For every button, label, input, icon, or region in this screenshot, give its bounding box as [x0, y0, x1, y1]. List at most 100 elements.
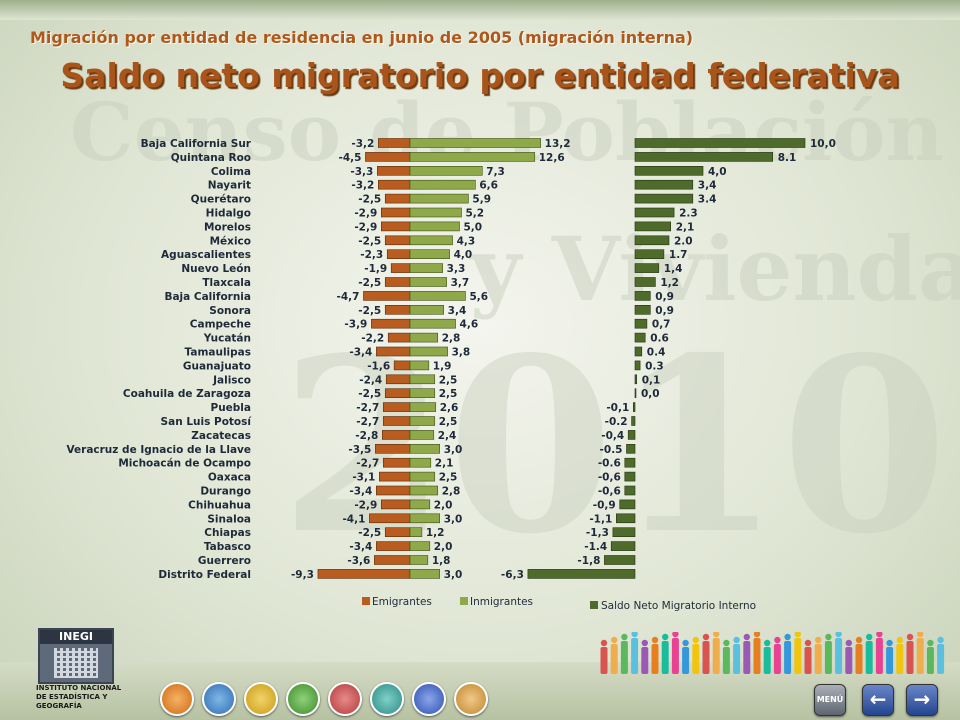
inmigrantes-value-label: 7,3 — [486, 166, 505, 178]
institution-line1: INSTITUTO NACIONAL — [36, 684, 122, 692]
category-label: Sinaloa — [207, 513, 251, 525]
person-figure-head — [631, 632, 638, 638]
saldo-bar — [615, 513, 636, 524]
emigrantes-bar — [390, 263, 411, 273]
saldo-value-label: -0.6 — [598, 458, 621, 470]
saldo-value-label: 2.0 — [674, 235, 693, 247]
inmigrantes-bar — [409, 569, 441, 579]
person-figure-head — [927, 639, 934, 647]
category-label: Nayarit — [208, 180, 251, 192]
person-figure-body — [855, 644, 863, 674]
emigrantes-value-label: -4,7 — [337, 291, 360, 303]
person-figure-head — [743, 633, 750, 641]
person-figure-head — [794, 632, 801, 638]
menu-button[interactable]: MENÚ — [814, 684, 846, 716]
emigrantes-value-label: -2,9 — [354, 208, 377, 220]
person-figure-head — [692, 636, 699, 644]
saldo-value-label: 4,0 — [708, 166, 727, 178]
emigrantes-value-label: -2,5 — [358, 235, 381, 247]
category-label: Sonora — [209, 305, 251, 317]
person-figure-head — [835, 632, 842, 638]
inmigrantes-value-label: 1,2 — [426, 527, 445, 539]
person-figure-body — [610, 644, 618, 674]
inmigrantes-bar — [409, 304, 444, 315]
saldo-bar — [627, 430, 636, 440]
saldo-value-label: 0,7 — [652, 319, 671, 331]
inmigrantes-value-label: 13,2 — [545, 138, 571, 150]
saldo-bar — [604, 555, 636, 565]
saldo-value-label: 0,0 — [641, 388, 660, 400]
category-label: Chiapas — [204, 527, 251, 539]
person-figure-body — [773, 644, 781, 674]
inmigrantes-value-label: 3,0 — [444, 569, 463, 581]
emigrantes-bar — [387, 332, 411, 343]
inmigrantes-value-label: 2,8 — [442, 333, 461, 345]
person-info-icon[interactable] — [202, 682, 236, 716]
inmigrantes-value-label: 3,0 — [444, 444, 463, 456]
emigrantes-bar — [376, 485, 411, 496]
category-label: Nuevo León — [181, 263, 251, 275]
emigrantes-bar — [369, 513, 411, 524]
emigrantes-bar — [384, 235, 411, 246]
saldo-bar — [632, 402, 636, 412]
inmigrantes-bar — [409, 541, 431, 551]
saldo-bar — [527, 569, 636, 579]
person-figure-head — [764, 639, 771, 647]
inmigrantes-bar — [409, 138, 541, 148]
inmigrantes-bar — [409, 166, 483, 176]
person-figure-head — [855, 636, 863, 644]
category-label: Durango — [200, 486, 251, 498]
saldo-bar — [634, 263, 660, 273]
emigrantes-value-label: -2,3 — [360, 249, 383, 261]
category-label: Puebla — [211, 402, 252, 414]
migration-icon[interactable] — [412, 682, 446, 716]
inmigrantes-bar — [409, 416, 436, 426]
inmigrantes-value-label: 3,8 — [452, 347, 471, 359]
group-icon[interactable] — [286, 682, 320, 716]
house-icon[interactable] — [328, 682, 362, 716]
inmigrantes-bar — [409, 430, 435, 440]
legend-inmigrantes-label: Inmigrantes — [470, 596, 533, 608]
person-figure-head — [845, 639, 852, 647]
person-figure-head — [866, 633, 873, 641]
arrow-left-icon[interactable]: ← — [862, 684, 894, 716]
emigrantes-bar — [371, 318, 411, 329]
person-figure-head — [723, 639, 730, 647]
person-figure-body — [824, 641, 832, 674]
category-label: Yucatán — [203, 333, 251, 345]
emigrantes-bar — [386, 249, 411, 259]
arrow-right-icon[interactable]: → — [906, 684, 938, 716]
saldo-bar — [634, 193, 694, 204]
person-figure-body — [804, 647, 812, 674]
category-label: Tamaulipas — [185, 347, 251, 359]
saldo-value-label: -0,6 — [598, 486, 621, 498]
saldo-value-label: -6,3 — [501, 569, 524, 581]
family-icon[interactable] — [160, 682, 194, 716]
dwelling-icon[interactable] — [370, 682, 404, 716]
inmigrantes-bar — [409, 193, 469, 204]
person-figure-head — [672, 632, 679, 638]
emigrantes-bar — [380, 207, 411, 218]
saldo-value-label: 1,4 — [664, 263, 683, 275]
emigrantes-bar — [378, 179, 411, 190]
emigrantes-bar — [376, 346, 411, 357]
saldo-value-label: 0,9 — [655, 291, 674, 303]
saldo-bar — [634, 277, 656, 287]
inmigrantes-bar — [409, 471, 436, 482]
inmigrantes-value-label: 4,0 — [454, 249, 473, 261]
inmigrantes-bar — [409, 443, 441, 454]
saldo-bar — [634, 388, 637, 399]
category-label: México — [210, 235, 251, 247]
inmigrantes-bar — [409, 249, 450, 259]
inegi-logo[interactable]: INEGI — [38, 628, 114, 684]
map-icon[interactable] — [454, 682, 488, 716]
category-label: Baja California Sur — [141, 138, 252, 150]
emigrantes-bar — [384, 388, 411, 399]
people-icon[interactable] — [244, 682, 278, 716]
person-figure-head — [886, 639, 893, 647]
category-label: Baja California — [164, 291, 251, 303]
category-label: Morelos — [204, 221, 251, 233]
person-figure-head — [804, 639, 812, 647]
category-label: Campeche — [190, 319, 251, 331]
inmigrantes-bar — [409, 374, 436, 385]
